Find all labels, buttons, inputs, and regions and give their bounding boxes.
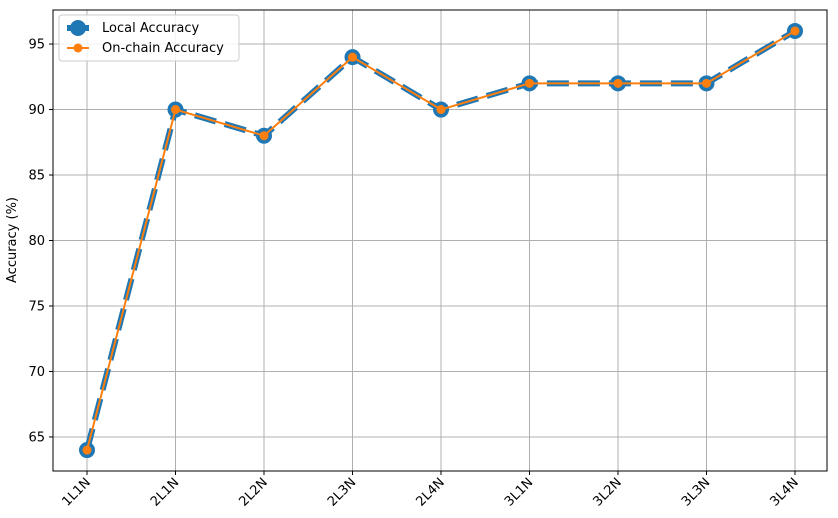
y-tick-label: 95 [28,38,45,53]
legend-local-marker [70,20,86,36]
x-tick-label: 2L4N [414,475,448,509]
legend-onchain-label: On-chain Accuracy [102,41,224,56]
y-axis-label: Accuracy (%) [5,197,20,283]
x-tick-label: 3L4N [768,475,802,509]
y-tick-label: 75 [28,299,45,314]
y-tick-label: 70 [28,365,45,380]
x-tick-label: 2L1N [148,475,182,509]
data-point [790,26,800,36]
legend: Local Accuracy On-chain Accuracy [58,14,240,62]
data-point [348,52,357,62]
data-point [613,78,623,88]
x-tick-label: 2L2N [237,475,271,509]
data-point [259,131,269,141]
legend-onchain-marker [73,43,83,53]
x-tick-label: 2L3N [325,475,359,509]
legend-local-label: Local Accuracy [102,21,199,36]
y-tick-label: 80 [28,234,45,249]
legend-entry-local: Local Accuracy [67,20,199,36]
series-onchain-accuracy [82,26,800,455]
legend-box [58,14,240,62]
x-tick-label: 3L2N [591,475,625,509]
x-tick-label: 3L3N [679,475,713,509]
y-tick-label: 90 [28,103,45,118]
series-layer [79,22,803,459]
data-point [171,105,180,115]
x-tick-label: 1L1N [60,475,94,509]
data-point [525,78,534,88]
legend-entry-onchain: On-chain Accuracy [67,41,224,56]
data-point [702,78,711,88]
data-point [436,105,446,115]
y-tick-label: 85 [28,169,45,184]
x-tick-label: 3L1N [502,475,536,509]
data-point [82,445,92,455]
y-tick-label: 65 [28,430,45,445]
